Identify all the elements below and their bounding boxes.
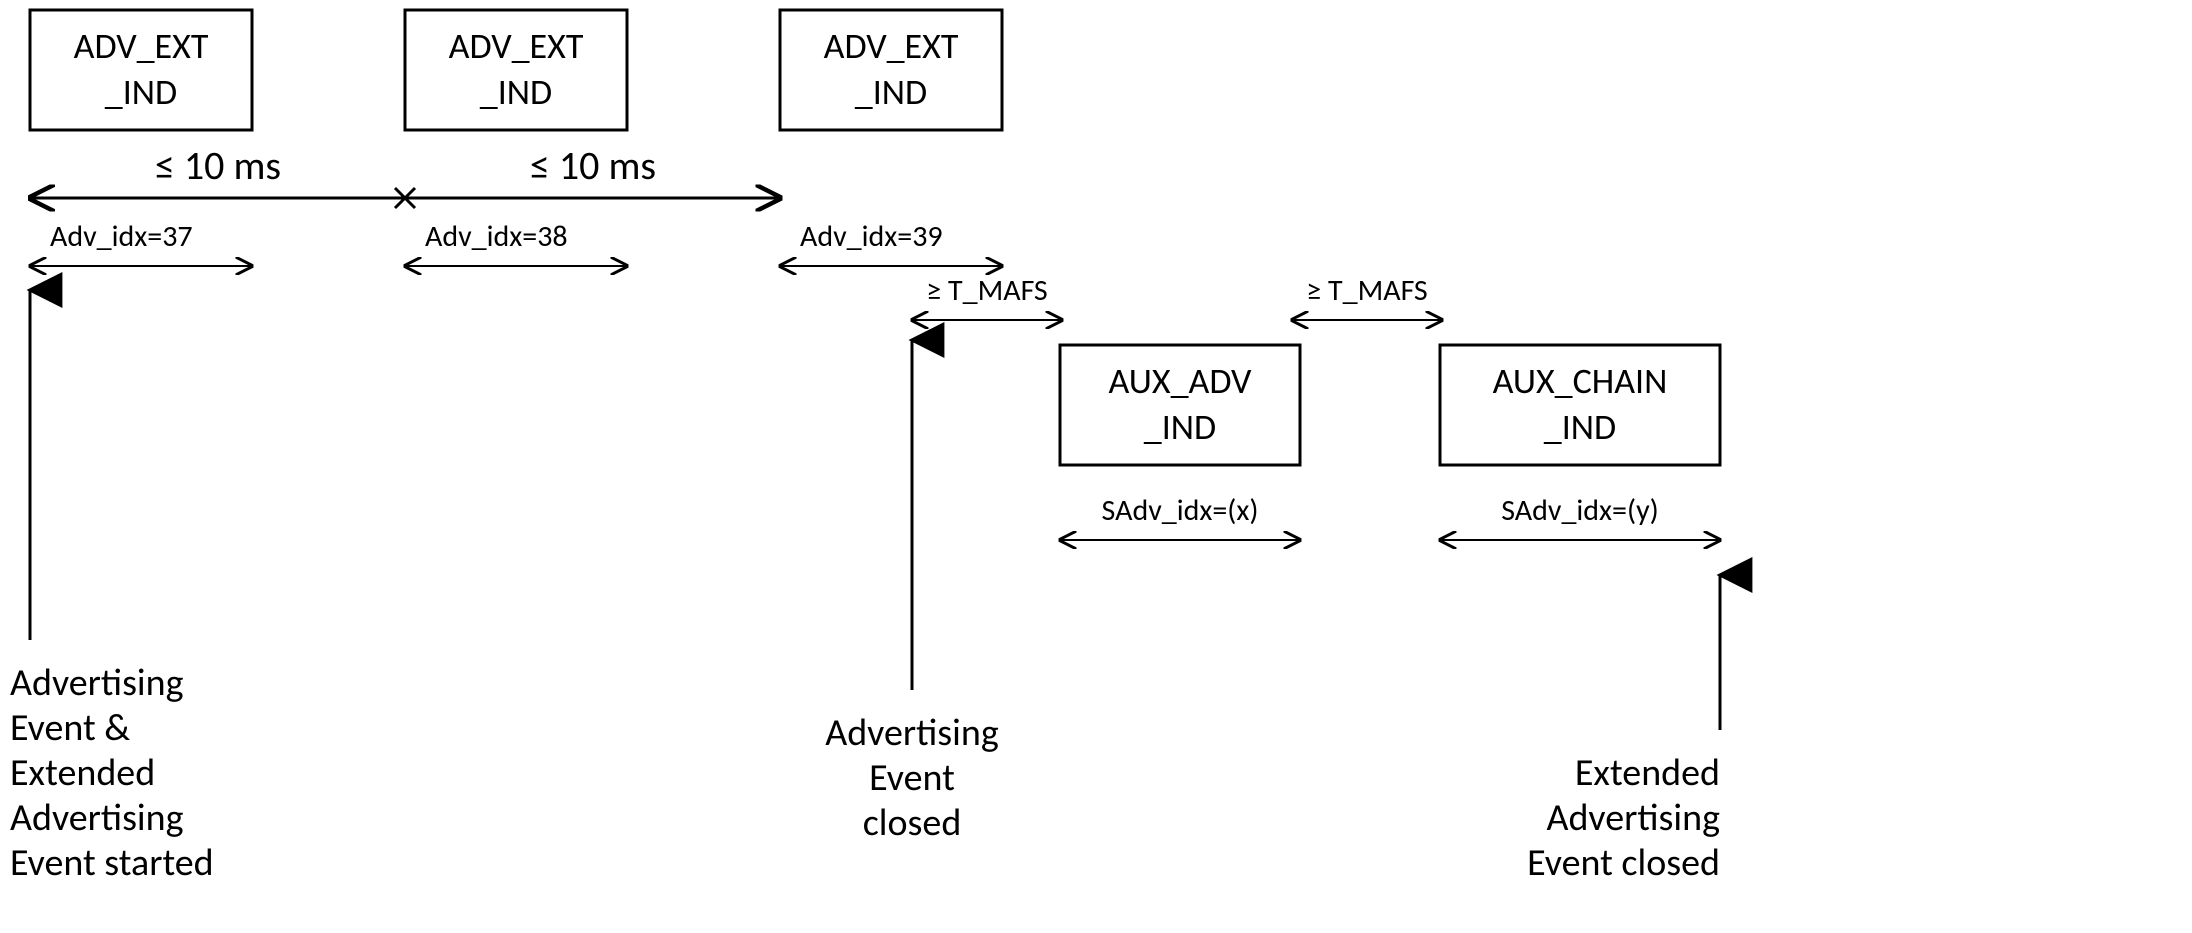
adv2-line2: _IND — [480, 70, 552, 114]
a37-label: Adv_idx=37 — [50, 218, 193, 255]
adv2-line1: ADV_EXT — [449, 24, 584, 68]
adv-ext-ind-3: ADV_EXT _IND — [780, 10, 1002, 130]
caption-start: Advertising Event & Extended Advertising… — [10, 660, 214, 886]
closed-0: Advertising — [825, 710, 999, 756]
aux-adv-ind: AUX_ADV _IND — [1060, 345, 1300, 465]
start-1: Event & — [10, 705, 130, 751]
a39-label: Adv_idx=39 — [800, 218, 943, 255]
closed-1: Event — [869, 755, 955, 801]
aux2-line1: AUX_CHAIN — [1493, 359, 1668, 403]
adv1-line2: _IND — [105, 70, 177, 114]
a38-label: Adv_idx=38 — [425, 218, 568, 255]
extclosed-1: Advertising — [1546, 795, 1720, 841]
timing-span-2: ≤ 10 ms — [530, 141, 656, 190]
adv-idx-37: Adv_idx=37 — [30, 218, 252, 266]
aux1-line1: AUX_ADV — [1109, 359, 1253, 403]
sx-label: SAdv_idx=(x) — [1102, 492, 1259, 529]
adv-ext-ind-2: ADV_EXT _IND — [405, 10, 627, 130]
mafs1-label: ≥ T_MAFS — [926, 272, 1047, 309]
adv-idx-39: Adv_idx=39 — [780, 218, 1002, 266]
closed-2: closed — [863, 800, 962, 846]
sadv-idx-y: SAdv_idx=(y) — [1440, 492, 1720, 540]
adv-idx-38: Adv_idx=38 — [405, 218, 627, 266]
caption-closed: Advertising Event closed — [825, 710, 999, 846]
sy-label: SAdv_idx=(y) — [1501, 492, 1659, 529]
aux-chain-ind: AUX_CHAIN _IND — [1440, 345, 1720, 465]
extclosed-0: Extended — [1575, 750, 1720, 796]
adv1-line1: ADV_EXT — [74, 24, 209, 68]
aux1-line2: _IND — [1144, 405, 1216, 449]
extclosed-2: Event closed — [1527, 840, 1720, 886]
mafs2-label: ≥ T_MAFS — [1306, 272, 1427, 309]
adv3-line1: ADV_EXT — [824, 24, 959, 68]
adv3-line2: _IND — [855, 70, 927, 114]
t-mafs-1: ≥ T_MAFS — [912, 272, 1062, 320]
start-0: Advertising — [10, 660, 184, 706]
sadv-idx-x: SAdv_idx=(x) — [1060, 492, 1300, 540]
adv-ext-ind-1: ADV_EXT _IND — [30, 10, 252, 130]
gap1-label: ≤ 10 ms — [155, 141, 281, 190]
aux2-line2: _IND — [1544, 405, 1616, 449]
start-4: Event started — [10, 840, 214, 886]
gap2-label: ≤ 10 ms — [530, 141, 656, 190]
caption-ext-closed: Extended Advertising Event closed — [1527, 750, 1720, 886]
start-2: Extended — [10, 750, 155, 796]
t-mafs-2: ≥ T_MAFS — [1292, 272, 1442, 320]
timing-span-1: ≤ 10 ms — [155, 141, 281, 190]
start-3: Advertising — [10, 795, 184, 841]
